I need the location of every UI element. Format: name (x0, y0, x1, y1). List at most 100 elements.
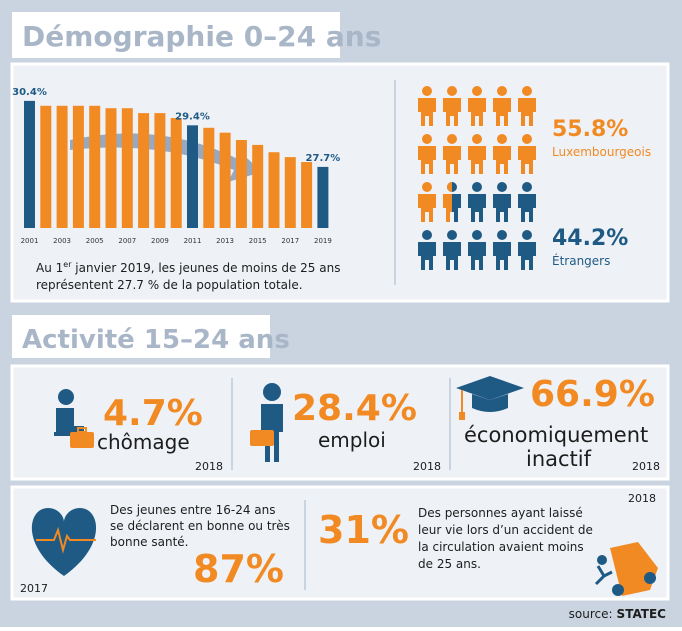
text-line: la circulation avaient moins (418, 540, 584, 554)
x-tick-label: 2015 (249, 237, 267, 245)
stat-value: 87% (193, 547, 284, 591)
icon-accident (594, 542, 658, 596)
head (522, 230, 532, 240)
text-line: Des personnes ayant laissé (418, 506, 583, 520)
bar (203, 127, 215, 228)
x-tick-label: 2019 (314, 237, 332, 245)
trend-arrow (70, 133, 262, 182)
bar (170, 118, 182, 228)
icon-chomage (54, 389, 94, 448)
bar (301, 162, 313, 228)
body (443, 146, 461, 174)
body (493, 146, 511, 174)
x-tick-label: 2007 (118, 237, 136, 245)
bar (138, 113, 150, 228)
note-sup: er (63, 260, 72, 269)
person-icon (443, 134, 461, 174)
body (518, 194, 536, 222)
value-label: 29.4% (175, 111, 210, 122)
person-icon (418, 230, 436, 270)
body (518, 242, 536, 270)
value-label: 27.7% (306, 153, 341, 164)
body (468, 194, 486, 222)
head (522, 86, 532, 96)
body (418, 146, 436, 174)
bar (56, 105, 68, 228)
body (443, 194, 452, 222)
title-box (12, 12, 340, 58)
stat-value: 44.2% (552, 226, 628, 251)
body (468, 98, 486, 126)
head (497, 86, 507, 96)
body (493, 194, 511, 222)
value-label: 30.4% (12, 87, 47, 98)
body (443, 98, 461, 126)
body (468, 242, 486, 270)
head (522, 182, 532, 192)
note: Au 1er janvier 2019, les jeunes de moins… (36, 260, 340, 275)
x-tick-label: 2009 (151, 237, 169, 245)
pictogram (418, 86, 536, 270)
icon-heart (31, 508, 97, 576)
title-box (12, 315, 270, 358)
person-icon (518, 134, 536, 174)
x-tick-label: 2005 (86, 237, 104, 245)
bar (40, 105, 52, 228)
head (497, 134, 507, 144)
stat-value: 4.7% (103, 393, 203, 434)
person-icon (443, 230, 461, 270)
person-icon (468, 134, 486, 174)
body (468, 146, 486, 174)
person-icon (518, 182, 536, 222)
source-label: source: (569, 607, 613, 621)
x-tick-label: 2011 (184, 237, 202, 245)
panel (10, 62, 670, 303)
stat-value: 66.9% (530, 374, 655, 415)
stat-value: 55.8% (552, 117, 628, 142)
person-icon (468, 86, 486, 126)
body (518, 98, 536, 126)
head (497, 230, 507, 240)
year: 2018 (413, 460, 441, 473)
year: 2018 (195, 460, 223, 473)
head (522, 134, 532, 144)
year: 2018 (632, 460, 660, 473)
person-icon (468, 230, 486, 270)
x-tick-label: 2013 (216, 237, 234, 245)
text-block: Des personnes ayant laissé leur vie lors … (418, 506, 593, 571)
bar (105, 108, 117, 228)
bar (219, 132, 231, 228)
text-line: bonne santé. (110, 535, 188, 549)
bar (154, 113, 166, 228)
head (472, 86, 482, 96)
icon-emploi (250, 383, 283, 462)
bar (89, 105, 101, 228)
section-title: Démographie 0–24 ans (22, 20, 381, 53)
bar (121, 108, 133, 228)
head (447, 134, 457, 144)
x-tick-label: 2003 (53, 237, 71, 245)
head (472, 230, 482, 240)
stat-label: emploi (318, 428, 386, 452)
bar (72, 105, 84, 228)
icon-inactif (456, 376, 524, 420)
head (422, 134, 432, 144)
text-block: Des jeunes entre 16-24 ans se déclarent e… (110, 503, 290, 549)
head (422, 230, 432, 240)
person-icon (418, 86, 436, 126)
year: 2017 (20, 582, 48, 595)
panel (10, 364, 670, 481)
note-part: Au 1 (36, 261, 63, 275)
body (418, 98, 436, 126)
head (422, 182, 432, 192)
person-icon (493, 230, 511, 270)
section-title: Activité 15–24 ans (22, 325, 290, 355)
source-name: STATEC (617, 607, 667, 621)
stat-label: inactif (526, 447, 592, 471)
bar (187, 125, 198, 228)
body (493, 98, 511, 126)
head (497, 182, 507, 192)
head (447, 230, 457, 240)
bar (252, 144, 264, 228)
stat-label: économiquement (464, 423, 648, 447)
